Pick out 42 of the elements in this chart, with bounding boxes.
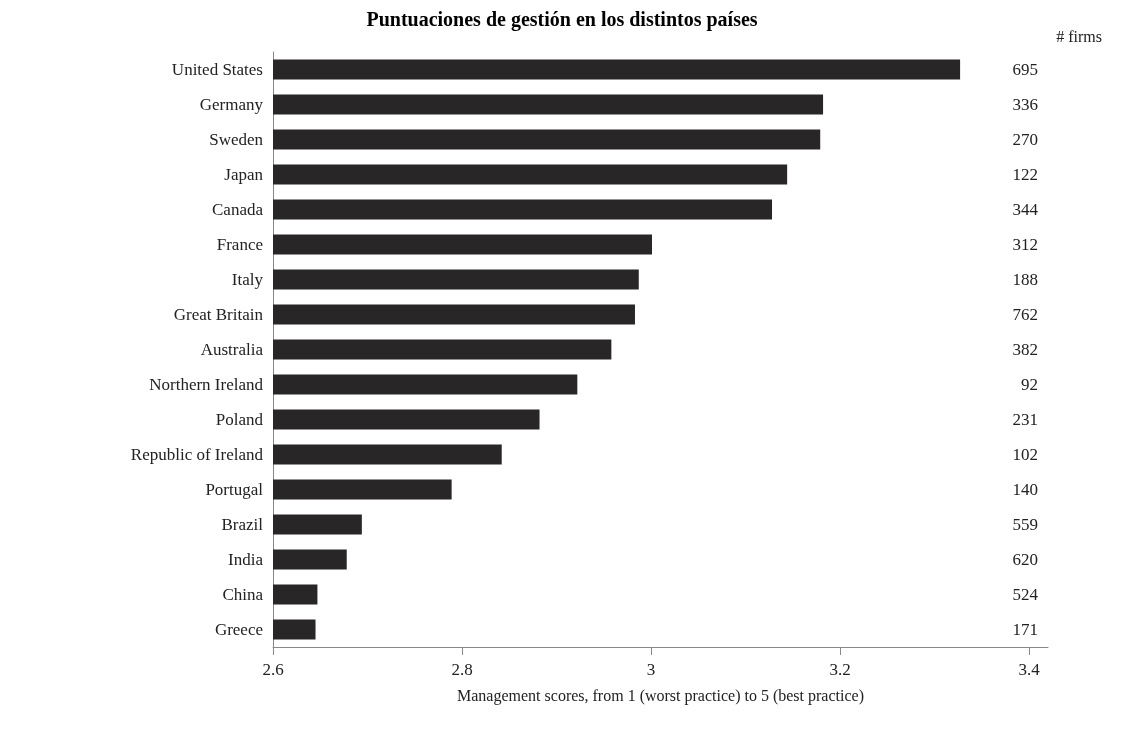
annotation: 102 xyxy=(1012,445,1038,464)
annotation: 382 xyxy=(1012,340,1038,359)
y-tick-label: China xyxy=(222,585,264,604)
annotation: 312 xyxy=(1012,235,1038,254)
annotation: 231 xyxy=(1012,410,1038,429)
annotation: 336 xyxy=(1012,95,1038,114)
annotation: 270 xyxy=(1012,130,1038,149)
annotation: 92 xyxy=(1021,375,1038,394)
y-tick-label: France xyxy=(216,235,263,254)
y-tick-label: Germany xyxy=(199,95,264,114)
y-tick-label: United States xyxy=(171,60,263,79)
annotation: 559 xyxy=(1012,515,1038,534)
x-axis-title: Management scores, from 1 (worst practice) to 5 (best practice) xyxy=(457,686,864,705)
y-tick-label: Greece xyxy=(214,620,263,639)
annotation: 695 xyxy=(1012,60,1038,79)
y-tick-label: Brazil xyxy=(221,515,264,534)
y-tick-label: Canada xyxy=(212,200,264,219)
y-tick-label: Republic of Ireland xyxy=(130,445,264,464)
annotation: 620 xyxy=(1012,550,1038,569)
text: # firms xyxy=(1056,27,1103,45)
y-tick-label: Italy xyxy=(231,270,264,289)
x-tick-label: 3.4 xyxy=(1018,660,1041,679)
annotation: 171 xyxy=(1012,620,1038,639)
y-tick-label: Portugal xyxy=(205,480,264,499)
y-tick-label: Sweden xyxy=(209,130,264,149)
chart-title: Puntuaciones de gestión en los distintos países xyxy=(366,8,758,31)
annotation: 524 xyxy=(1012,585,1039,604)
x-tick-label: 3.2 xyxy=(829,660,851,679)
y-tick-label: Northern Ireland xyxy=(149,375,264,394)
y-tick-label: India xyxy=(228,550,264,569)
y-tick-label: Great Britain xyxy=(173,305,264,324)
x-tick-label: 2.6 xyxy=(262,660,284,679)
y-tick-label: Poland xyxy=(215,410,264,429)
annotation: 344 xyxy=(1012,200,1039,219)
annotation: 188 xyxy=(1012,270,1038,289)
annotation: 140 xyxy=(1012,480,1038,499)
y-tick-label: Japan xyxy=(224,165,264,184)
x-tick-label: 2.8 xyxy=(451,660,473,679)
y-tick-label: Australia xyxy=(200,340,264,359)
annotation: 762 xyxy=(1012,305,1038,324)
x-tick-label: 3 xyxy=(646,660,656,679)
annotation: 122 xyxy=(1012,165,1038,184)
